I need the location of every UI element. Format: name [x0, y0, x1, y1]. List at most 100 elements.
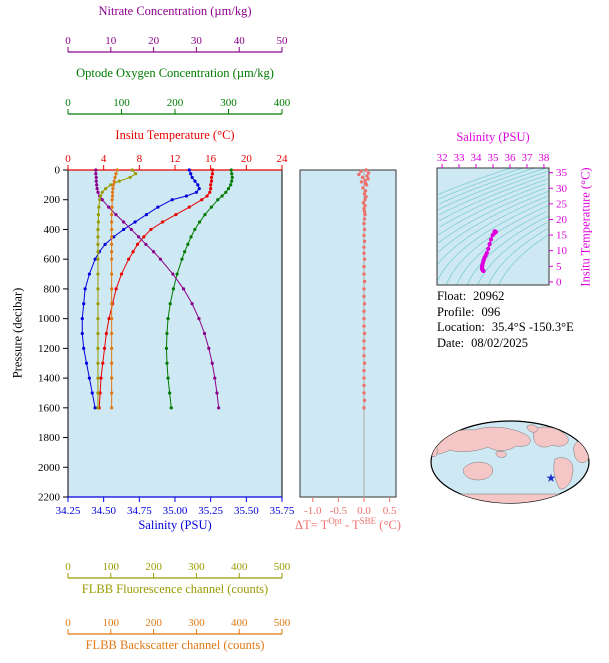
delta-marker: [362, 217, 367, 221]
float-value: 20962: [473, 289, 505, 303]
delta-marker: [359, 180, 364, 184]
delta-title-sup-1: Opt: [328, 516, 342, 526]
delta-marker: [366, 177, 370, 181]
delta-marker: [363, 178, 367, 183]
delta-marker: [361, 201, 366, 205]
salinity-marker: [80, 317, 84, 321]
tick-label: 400: [231, 617, 248, 629]
delta-marker: [362, 354, 366, 358]
fluor-marker: [96, 391, 100, 395]
backscatter-marker: [110, 212, 114, 217]
delta-marker: [362, 302, 367, 306]
salinity-marker: [90, 391, 94, 395]
tick-label: 1000: [38, 313, 61, 325]
fluor-marker: [96, 302, 100, 306]
delta-marker: [362, 206, 366, 211]
delta-marker: [364, 168, 368, 172]
temp-marker: [205, 194, 209, 198]
delta-marker: [366, 171, 371, 175]
salinity-marker: [83, 287, 87, 291]
backscatter-marker: [110, 220, 114, 224]
delta-marker: [365, 174, 369, 178]
delta-marker: [362, 383, 366, 388]
temp-marker: [131, 250, 135, 254]
date-label: Date:: [437, 335, 465, 350]
nitrate-marker: [190, 302, 194, 306]
ts-diagram-chart: 32 33 34 35 36 37 38 0 5 10 15 20 25 30 35: [436, 152, 568, 288]
fluor-marker: [96, 227, 100, 232]
oxygen-marker: [168, 391, 172, 395]
series-oxygen: [164, 168, 234, 410]
fluor-marker: [96, 376, 100, 380]
fluor-marker: [96, 406, 100, 410]
land-mass: [526, 424, 538, 433]
nitrate-marker: [207, 346, 211, 350]
tick-label: 4: [101, 153, 107, 165]
tick-label: 0: [65, 617, 71, 629]
isopycnal-contour: [437, 191, 549, 253]
delta-t-axis-title: ΔT= TOpt - TSBE (°C): [295, 516, 401, 533]
series-nitrate: [94, 168, 221, 410]
backscatter-marker: [110, 198, 114, 202]
tick-label: -1.0: [304, 505, 322, 517]
tick-label: 300: [188, 617, 205, 629]
map-land: [431, 424, 589, 503]
date-row: Date: 08/02/2025: [437, 336, 574, 352]
fluor-marker: [96, 361, 100, 365]
pressure-axis: 0 200 400 600 800 1000 1200 1400 1600 1800 2000 220…: [38, 165, 283, 504]
nitrate-marker: [94, 175, 98, 180]
backscatter-marker: [110, 235, 114, 239]
isopycnal-contour: [439, 167, 535, 205]
ts-marker: [490, 232, 495, 238]
temp-marker: [127, 257, 131, 261]
nitrate-marker: [114, 212, 118, 217]
tick-label: 2000: [38, 462, 61, 474]
salinity-marker: [103, 242, 107, 246]
fluor-marker: [104, 186, 108, 191]
oxygen-marker: [189, 235, 193, 239]
fluor-marker: [96, 287, 100, 291]
backscatter-marker: [113, 175, 117, 180]
delta-marker: [362, 264, 366, 269]
oxygen-marker: [186, 242, 190, 246]
profile-value: 096: [481, 304, 501, 319]
float-location-star: ★: [546, 471, 557, 485]
tick-label: 37: [521, 152, 533, 164]
delta-title-part-1: ΔT= T: [295, 518, 329, 533]
nitrate-marker: [100, 198, 104, 202]
float-label: Float:: [437, 289, 467, 303]
backscatter-marker: [110, 242, 114, 246]
salinity-marker: [87, 376, 91, 380]
temp-marker: [209, 175, 214, 180]
nitrate-marker: [129, 227, 133, 232]
salinity-marker: [194, 190, 198, 194]
temp-marker: [209, 183, 213, 187]
fluor-marker: [98, 198, 102, 202]
delta-marker: [362, 239, 367, 244]
fluor-marker: [109, 183, 113, 187]
fluor-marker: [98, 194, 103, 198]
backscatter-marker: [110, 272, 114, 276]
tick-label: 600: [44, 254, 61, 266]
tick-label: 400: [44, 224, 61, 236]
nitrate-marker: [107, 205, 111, 209]
nitrate-marker: [144, 242, 148, 246]
nitrate-marker: [213, 376, 217, 380]
tick-label: 1200: [38, 343, 61, 355]
nitrate-marker: [94, 168, 98, 172]
land-mass: [463, 461, 494, 481]
oxygen-marker: [209, 205, 213, 209]
salinity-marker: [80, 331, 84, 336]
oxygen-marker: [229, 183, 233, 187]
tick-label: 25: [556, 198, 568, 210]
fluor-marker: [100, 190, 104, 194]
fluor-marker: [130, 168, 134, 172]
isopycnal-contour: [466, 216, 549, 286]
fluor-marker: [128, 175, 132, 180]
location-row: Location: 35.4°S -150.3°E: [437, 320, 574, 336]
oxygen-marker: [180, 257, 184, 261]
fluor-marker: [96, 257, 100, 261]
fluor-marker: [96, 272, 100, 276]
oxygen-marker: [175, 272, 179, 276]
